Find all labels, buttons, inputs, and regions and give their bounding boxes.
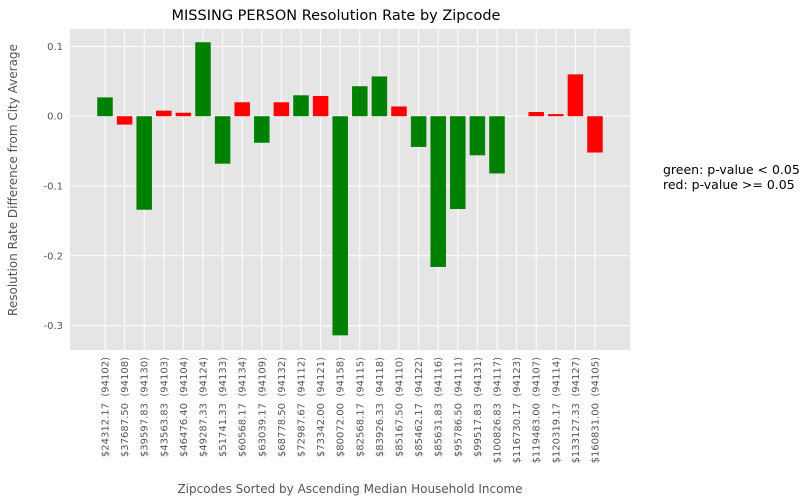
bar-85462-17-94122 [410,116,427,147]
x-tick-label: $133127.33 (94127) [571,357,582,464]
x-tick-label: $46476.40 (94104) [179,357,190,457]
bar-100826-83-94117 [489,116,505,174]
significance-note-green: green: p-value < 0.05 [663,162,800,177]
bar-60568-17-94134 [234,102,250,117]
bar-80072-00-94158 [332,116,348,336]
y-tick-label: -0.3 [43,321,63,332]
x-tick-label: $160831.00 (94105) [591,357,602,464]
x-tick-label: $43563.83 (94103) [159,357,170,457]
y-tick-labels: 0.1 0.0 -0.1 -0.2 -0.3 [43,42,63,332]
x-tick-label: $85167.50 (94110) [395,357,406,457]
bar-51741-33-94133 [214,116,231,164]
bar-68778-50-94132 [273,102,290,117]
bar-24312-17-94102 [97,97,113,117]
bar-160831-00-94105 [587,116,603,153]
bar-83926-33-94118 [371,76,388,117]
bar-37687-50-94108 [116,116,133,125]
x-tick-label: $95786.50 (94111) [453,357,464,457]
x-tick-label: $24312.17 (94102) [101,357,112,457]
bar-85631-83-94116 [430,116,446,267]
bar-133127-33-94127 [567,74,584,117]
bar-95786-50-94111 [450,116,466,210]
x-tick-label: $100826.83 (94117) [493,357,504,464]
x-tick-label: $116730.17 (94123) [512,357,523,464]
plot-area [70,29,630,350]
x-tick-label: $63039.17 (94109) [257,357,268,457]
bars [97,42,603,336]
bar-72987-67-94112 [293,95,309,117]
y-tick-label: -0.1 [43,182,63,193]
y-tick-label: -0.2 [43,251,63,262]
y-tick-label: 0.0 [47,112,63,123]
x-tick-label: $39597.83 (94130) [140,357,151,457]
x-tick-label: $82568.17 (94115) [355,357,366,457]
bar-85167-50-94110 [391,106,407,117]
x-tick-label: $60568.17 (94134) [238,357,249,457]
x-tick-label: $37687.50 (94108) [120,357,131,457]
bar-99517-83-94131 [469,116,486,156]
x-tick-label: $51741.33 (94133) [218,357,229,457]
y-axis-label: Resolution Rate Difference from City Ave… [6,44,20,316]
bar-49287-33-94124 [195,42,211,117]
x-tick-label: $83926.33 (94118) [375,357,386,457]
bar-119483-00-94107 [528,112,544,117]
bar-39597-83-94130 [136,116,152,210]
chart-title: MISSING PERSON Resolution Rate by Zipcod… [172,8,501,24]
x-tick-label: $99517.83 (94131) [473,357,484,457]
x-tick-label: $119483.00 (94107) [532,357,543,464]
x-tick-label: $85631.83 (94116) [434,357,445,457]
bar-73342-00-94121 [312,95,329,117]
x-tick-label: $85462.17 (94122) [414,357,425,457]
x-tick-label: $120319.17 (94114) [551,357,562,464]
y-tick-label: 0.1 [47,42,63,53]
bar-82568-17-94115 [352,86,368,117]
bar-46476-40-94104 [175,112,192,117]
bar-63039-17-94109 [254,116,270,143]
bar-120319-17-94114 [548,114,564,117]
significance-note-red: red: p-value >= 0.05 [663,177,795,192]
x-tick-labels: $24312.17 (94102) $37687.50 (94108) $39597… [101,357,602,464]
x-tick-label: $72987.67 (94112) [297,357,308,457]
x-tick-label: $68778.50 (94132) [277,357,288,457]
x-tick-label: $80072.00 (94158) [336,357,347,457]
x-tick-label: $73342.00 (94121) [316,357,327,457]
x-axis-label: Zipcodes Sorted by Ascending Median Hous… [177,482,522,496]
x-tick-label: $49287.33 (94124) [199,357,210,457]
bar-43563-83-94103 [156,110,172,117]
